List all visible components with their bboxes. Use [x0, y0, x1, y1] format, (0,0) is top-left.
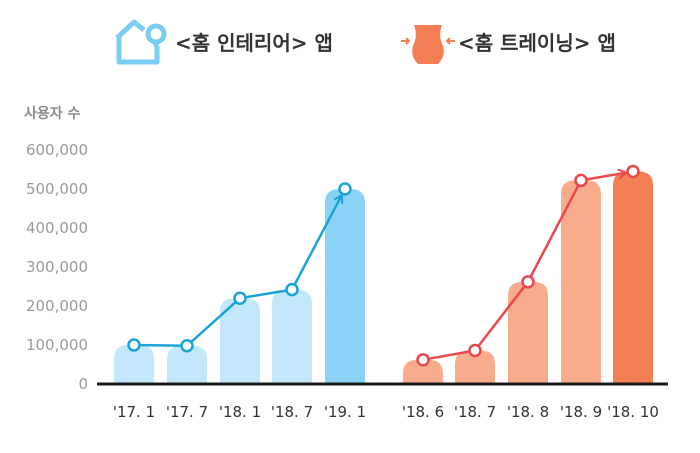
y-axis-ticks: 0 100,000 200,000 300,000 400,000 500,000 600,…	[26, 141, 88, 393]
data-point-1-2	[521, 275, 535, 289]
x-tick-label: '17. 7	[166, 403, 208, 421]
x-tick-label: '18. 10	[607, 403, 659, 421]
x-axis-ticks: '17. 1 '17. 7 '18. 1 '18. 7 '19. 1 '18. 6 '18.…	[113, 403, 659, 421]
y-axis-label: 사용자 수	[24, 106, 81, 122]
bar-1-0	[403, 359, 443, 384]
y-tick-label: 0	[78, 375, 88, 393]
y-tick-label: 500,000	[26, 180, 88, 198]
data-point-1-1	[468, 343, 482, 358]
bar-1-1	[455, 350, 495, 384]
data-point-1-3	[574, 173, 588, 188]
bar-1-3	[561, 180, 601, 384]
bar-0-4	[325, 189, 365, 384]
legend-interior: <홈 인테리어> 앱	[115, 19, 333, 65]
x-tick-label: '19. 1	[324, 403, 366, 421]
data-point-0-4	[338, 182, 352, 196]
bar-0-0	[114, 345, 154, 384]
data-point-0-0	[127, 338, 141, 352]
y-tick-label: 600,000	[26, 141, 88, 159]
bars	[114, 171, 653, 384]
legend-training: <홈 트레이닝> 앱	[401, 25, 616, 64]
x-tick-label: '18. 6	[402, 403, 444, 421]
x-tick-label: '18. 7	[271, 403, 313, 421]
body-waist-icon	[401, 25, 455, 64]
trend-lines	[127, 164, 640, 367]
x-tick-label: '18. 1	[219, 403, 261, 421]
y-tick-label: 100,000	[26, 336, 88, 354]
bar-0-1	[167, 345, 207, 384]
data-point-0-2	[233, 291, 247, 305]
legend-label-training: <홈 트레이닝> 앱	[458, 31, 616, 55]
data-point-1-0	[416, 353, 430, 367]
bar-1-2	[508, 281, 548, 384]
y-tick-label: 300,000	[26, 258, 88, 276]
x-tick-label: '18. 7	[454, 403, 496, 421]
data-point-0-3	[285, 282, 299, 297]
x-tick-label: '18. 9	[560, 403, 602, 421]
bar-0-3	[272, 289, 312, 384]
x-tick-label: '17. 1	[113, 403, 155, 421]
bar-1-4	[613, 171, 653, 384]
x-tick-label: '18. 8	[507, 403, 549, 421]
bar-0-2	[220, 298, 260, 384]
data-point-1-4	[626, 164, 640, 179]
house-pin-icon	[115, 19, 167, 65]
y-tick-label: 200,000	[26, 297, 88, 315]
legend-label-interior: <홈 인테리어> 앱	[175, 31, 333, 55]
y-tick-label: 400,000	[26, 219, 88, 237]
data-point-0-1	[180, 339, 194, 353]
